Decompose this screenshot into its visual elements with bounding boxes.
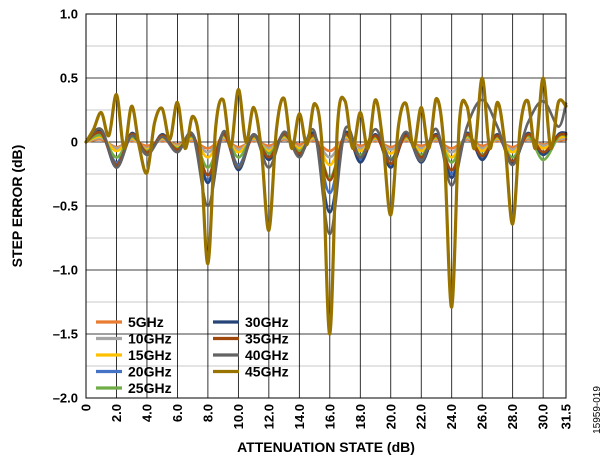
legend-label: 10GHz [128,331,172,347]
series-line-45ghz [84,76,568,336]
legend-label: 30GHz [245,314,289,330]
x-tick-label: 12.0 [261,404,276,429]
y-tick-label: –1.5 [53,327,78,342]
plot-area-frame [85,13,567,399]
x-tick-label: 2.0 [109,404,124,422]
x-tick-label: 18.0 [353,404,368,429]
legend-label: 25GHz [128,380,172,396]
x-tick-labels: 0 2.0 4.0 6.0 8.0 10.0 12.0 14.0 16.0 18.0 20.0 22.… [79,404,574,429]
y-tick-label: 0 [71,135,78,150]
legend-label: 5GHz [128,314,164,330]
legend-item: 15GHz [96,347,172,363]
legend-label: 40GHz [245,347,289,363]
y-axis-label: STEP ERROR (dB) [9,145,25,268]
y-tick-label: 0.5 [60,71,78,86]
legend-item: 30GHz [213,314,289,330]
legend-item: 45GHz [213,364,289,380]
legend-item: 20GHz [96,364,172,380]
x-tick-label: 6.0 [170,404,185,422]
legend-item: 40GHz [213,347,289,363]
x-tick-label: 0 [79,404,94,411]
x-tick-label: 28.0 [505,404,520,429]
x-tick-label: 20.0 [383,404,398,429]
legend-label: 20GHz [128,364,172,380]
figure-id: 15959-019 [592,386,603,434]
x-tick-label: 26.0 [475,404,490,429]
x-tick-label: 22.0 [414,404,429,429]
legend-label: 45GHz [245,364,289,380]
x-tick-label: 16.0 [322,404,337,429]
x-tick-label: 8.0 [200,404,215,422]
y-tick-labels: 1.0 0.5 0 –0.5 –1.0 –1.5 –2.0 [53,7,78,406]
legend-item: 10GHz [96,331,172,347]
legend-item: 25GHz [96,380,172,396]
x-axis-label: ATTENUATION STATE (dB) [237,439,415,455]
x-tick-label: 24.0 [444,404,459,429]
y-tick-label: –1.0 [53,263,78,278]
y-tick-label: –2.0 [53,391,78,406]
chart-series-layer [84,76,568,336]
series-line-40ghz [84,98,568,236]
legend-label: 15GHz [128,347,172,363]
legend-item: 5GHz [96,314,164,330]
x-tick-label: 14.0 [292,404,307,429]
legend-item: 35GHz [213,331,289,347]
y-tick-label: 1.0 [60,7,78,22]
x-tick-label: 31.5 [559,404,574,429]
y-tick-label: –0.5 [53,199,78,214]
x-tick-label: 30.0 [536,404,551,429]
x-tick-label: 10.0 [231,404,246,429]
x-tick-label: 4.0 [139,404,154,422]
legend-label: 35GHz [245,331,289,347]
